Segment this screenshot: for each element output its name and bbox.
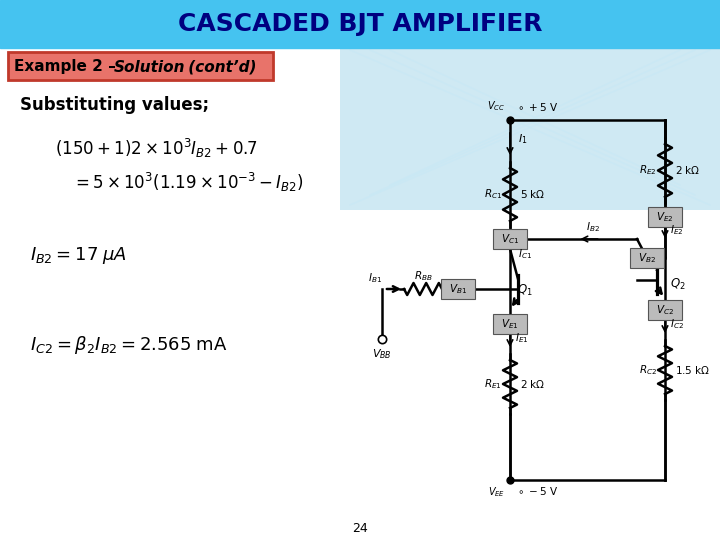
Text: $I_{C2}=\beta_2 I_{B2}=2.565\;\mathrm{mA}$: $I_{C2}=\beta_2 I_{B2}=2.565\;\mathrm{mA…	[30, 334, 228, 356]
Text: $V_{BB}$: $V_{BB}$	[372, 347, 392, 361]
Polygon shape	[340, 48, 720, 210]
Text: 24: 24	[352, 522, 368, 535]
Text: $Q_2$: $Q_2$	[670, 277, 685, 292]
Text: $V_{E2}$: $V_{E2}$	[656, 210, 674, 224]
Text: CASCADED BJT AMPLIFIER: CASCADED BJT AMPLIFIER	[178, 12, 542, 36]
Text: $2\ \mathrm{k}\Omega$: $2\ \mathrm{k}\Omega$	[675, 165, 701, 177]
Text: $I_{E2}$: $I_{E2}$	[670, 224, 683, 237]
Text: $I_1$: $I_1$	[518, 132, 528, 146]
Text: $Q_1$: $Q_1$	[517, 283, 533, 298]
Bar	[0, 0, 720, 48]
Text: $\circ\ +5\ \mathrm{V}$: $\circ\ +5\ \mathrm{V}$	[517, 101, 559, 113]
Text: $I_{C1}$: $I_{C1}$	[518, 247, 532, 261]
Text: $V_{B1}$: $V_{B1}$	[449, 282, 467, 296]
Text: Solution: Solution	[114, 59, 186, 75]
Text: $V_{C2}$: $V_{C2}$	[656, 303, 674, 317]
Text: $R_{C2}$: $R_{C2}$	[639, 363, 657, 377]
Text: $R_{E2}$: $R_{E2}$	[639, 164, 657, 178]
Text: $I_{B2}=17\;\mu A$: $I_{B2}=17\;\mu A$	[30, 245, 127, 266]
Text: $I_{B1}$: $I_{B1}$	[368, 271, 382, 285]
Text: $V_{CC}$: $V_{CC}$	[487, 99, 505, 113]
FancyBboxPatch shape	[8, 52, 273, 80]
FancyBboxPatch shape	[441, 279, 475, 299]
Text: $I_{C2}$: $I_{C2}$	[670, 318, 684, 332]
Text: $V_{C1}$: $V_{C1}$	[501, 232, 519, 246]
Text: Example 2 –: Example 2 –	[14, 59, 121, 75]
Text: Substituting values;: Substituting values;	[20, 96, 209, 114]
Text: $R_{BB}$: $R_{BB}$	[413, 269, 433, 283]
Text: $\circ\ -5\ \mathrm{V}$: $\circ\ -5\ \mathrm{V}$	[517, 485, 559, 497]
Text: $2\ \mathrm{k}\Omega$: $2\ \mathrm{k}\Omega$	[520, 378, 546, 390]
Text: $I_{E1}$: $I_{E1}$	[515, 332, 528, 345]
Text: $I_{B2}$: $I_{B2}$	[585, 220, 600, 234]
Text: $V_{EE}$: $V_{EE}$	[487, 485, 505, 499]
FancyBboxPatch shape	[493, 229, 527, 249]
Text: $(150+1)2\times10^{3}I_{B2}+0.7$: $(150+1)2\times10^{3}I_{B2}+0.7$	[55, 137, 258, 159]
FancyBboxPatch shape	[493, 314, 527, 334]
FancyBboxPatch shape	[648, 207, 682, 227]
Text: $V_{E1}$: $V_{E1}$	[501, 317, 519, 331]
FancyBboxPatch shape	[648, 300, 682, 320]
Text: $1.5\ \mathrm{k}\Omega$: $1.5\ \mathrm{k}\Omega$	[675, 364, 711, 376]
Text: $R_{E1}$: $R_{E1}$	[485, 377, 502, 391]
Text: (cont’d): (cont’d)	[183, 59, 256, 75]
Text: $=5\times10^{3}(1.19\times10^{-3}-I_{B2})$: $=5\times10^{3}(1.19\times10^{-3}-I_{B2}…	[72, 171, 304, 193]
FancyBboxPatch shape	[630, 248, 664, 268]
Text: $R_{C1}$: $R_{C1}$	[484, 187, 502, 201]
Text: $V_{B2}$: $V_{B2}$	[638, 251, 656, 265]
Text: $5\ \mathrm{k}\Omega$: $5\ \mathrm{k}\Omega$	[520, 188, 546, 200]
